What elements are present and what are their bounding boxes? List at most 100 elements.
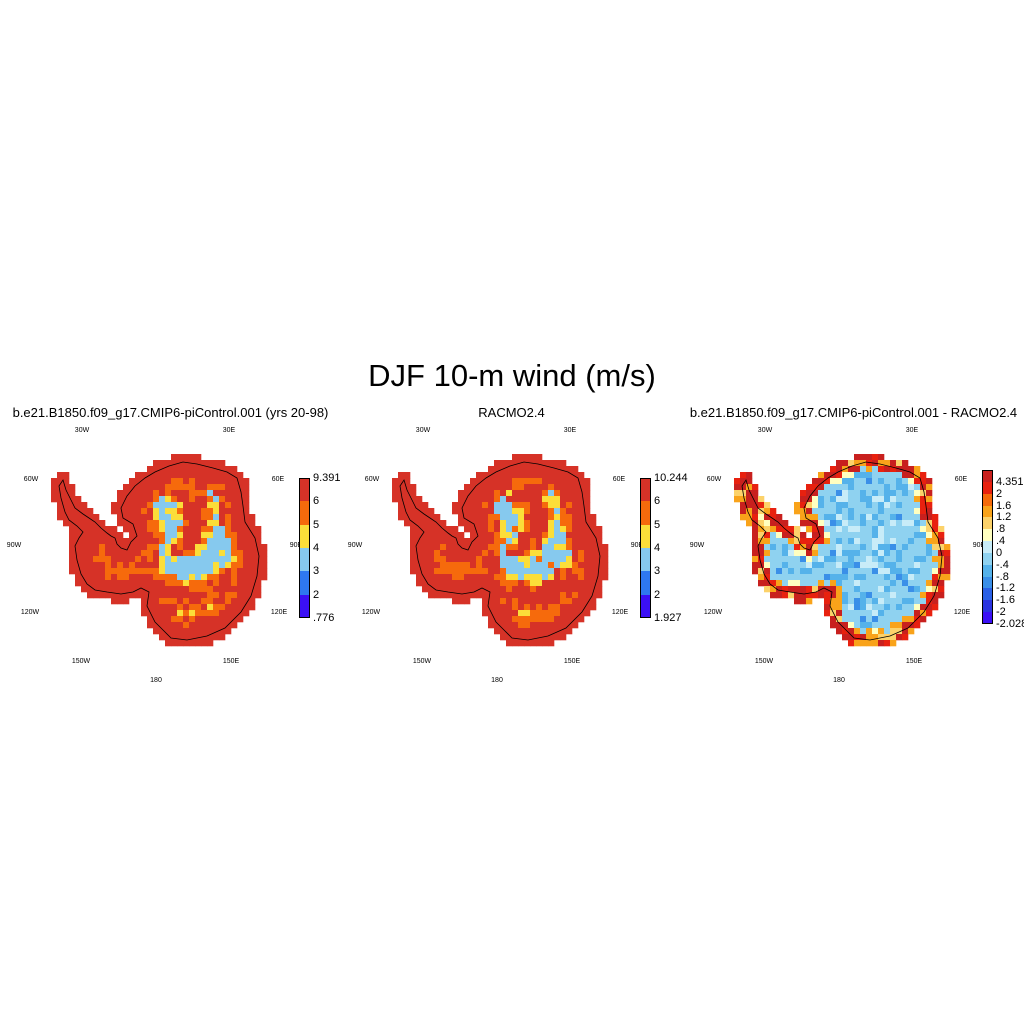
wind-cell [572,532,579,539]
wind-cell [890,580,897,587]
wind-cell [159,634,166,641]
wind-cell [75,496,82,503]
wind-cell [884,502,891,509]
wind-cell [758,520,765,527]
wind-cell [584,556,591,563]
wind-cell [872,640,879,647]
wind-cell [548,586,555,593]
wind-cell [518,574,525,581]
wind-cell [147,586,154,593]
wind-cell [878,526,885,533]
wind-cell [99,580,106,587]
wind-cell [854,640,861,647]
wind-cell [213,580,220,587]
wind-cell [800,568,807,575]
wind-cell [506,496,513,503]
wind-cell [866,466,873,473]
wind-cell [830,556,837,563]
wind-cell [237,496,244,503]
wind-cell [518,538,525,545]
wind-cell [213,502,220,509]
wind-cell [884,490,891,497]
wind-cell [542,538,549,545]
wind-cell [428,586,435,593]
wind-cell [860,556,867,563]
wind-cell [237,520,244,527]
wind-cell [207,502,214,509]
wind-cell [111,544,118,551]
wind-cell [464,490,471,497]
wind-cell [225,616,232,623]
wind-cell [866,586,873,593]
wind-cell [812,532,819,539]
wind-cell [195,616,202,623]
wind-cell [500,586,507,593]
wind-cell [81,532,88,539]
wind-cell [560,616,567,623]
wind-cell [177,610,184,617]
wind-cell [800,508,807,515]
wind-cell [584,484,591,491]
wind-cell [434,550,441,557]
wind-cell [512,472,519,479]
wind-cell [195,544,202,551]
wind-cell [482,580,489,587]
wind-cell [602,544,609,551]
wind-cell [566,532,573,539]
wind-cell [578,544,585,551]
wind-cell [243,538,250,545]
wind-cell [51,484,58,491]
wind-cell [506,640,513,647]
wind-cell [183,574,190,581]
wind-cell [195,460,202,467]
wind-cell [93,586,100,593]
wind-cell [860,574,867,581]
wind-cell [105,574,112,581]
wind-cell [836,598,843,605]
wind-cell [548,550,555,557]
wind-cell [926,514,933,521]
wind-cell [464,574,471,581]
wind-cell [153,526,160,533]
wind-cell [69,496,76,503]
wind-cell [171,538,178,545]
wind-cell [69,514,76,521]
longitude-label: 90W [689,542,705,549]
wind-cell [914,580,921,587]
wind-cell [548,556,555,563]
wind-cell [93,538,100,545]
wind-cell [872,538,879,545]
wind-cell [512,544,519,551]
wind-cell [231,538,238,545]
wind-cell [836,496,843,503]
wind-cell [159,586,166,593]
wind-cell [812,502,819,509]
wind-cell [806,508,813,515]
wind-cell [512,538,519,545]
wind-cell [788,574,795,581]
wind-cell [434,586,441,593]
wind-cell [207,544,214,551]
wind-cell [740,478,747,485]
wind-cell [482,592,489,599]
wind-cell [189,520,196,527]
wind-cell [908,568,915,575]
wind-cell [171,478,178,485]
wind-cell [884,550,891,557]
wind-cell [572,508,579,515]
wind-cell [177,454,184,461]
wind-cell [177,628,184,635]
wind-cell [440,550,447,557]
wind-cell [848,514,855,521]
wind-cell [878,556,885,563]
wind-cell [878,598,885,605]
wind-cell [548,472,555,479]
wind-cell [177,592,184,599]
wind-cell [818,502,825,509]
wind-cell [560,568,567,575]
wind-cell [734,478,741,485]
wind-cell [500,604,507,611]
wind-cell [135,574,142,581]
wind-cell [195,454,202,461]
wind-cell [842,496,849,503]
